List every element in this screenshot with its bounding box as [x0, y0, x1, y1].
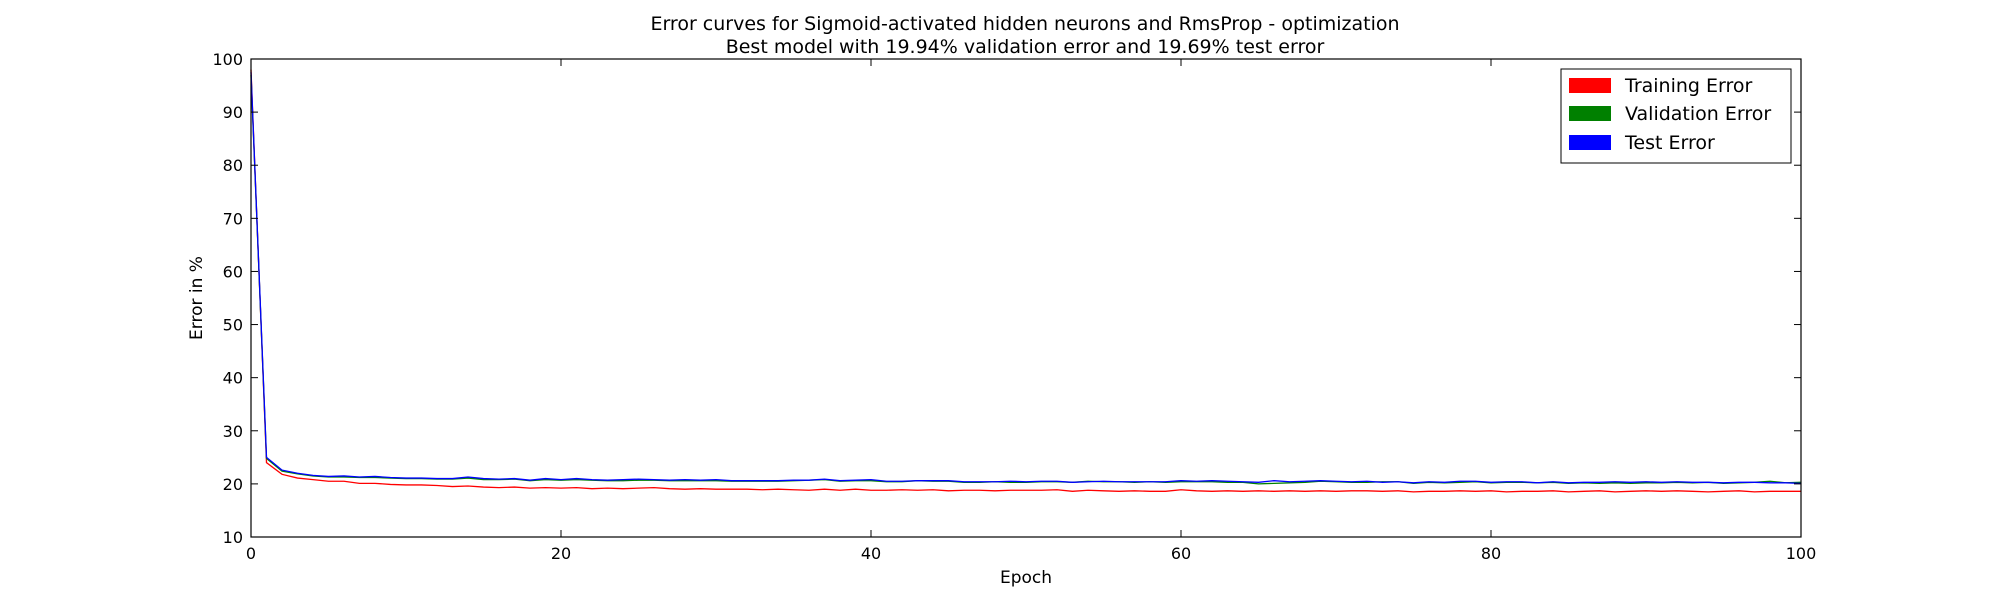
- y-tick-label: 90: [223, 103, 243, 122]
- legend-label-validation-error: Validation Error: [1625, 103, 1771, 125]
- plot-area-frame: [250, 58, 1802, 538]
- y-tick-label: 50: [223, 316, 243, 335]
- x-tick-label: 40: [861, 544, 881, 563]
- x-tick-label: 0: [246, 544, 256, 563]
- x-tick-label: 100: [1786, 544, 1817, 563]
- chart-title: Error curves for Sigmoid-activated hidde…: [650, 13, 1399, 35]
- legend: Training Error Validation Error Test Err…: [1560, 68, 1792, 164]
- legend-swatch-validation-error: [1569, 106, 1611, 121]
- series-layer: [250, 69, 1802, 493]
- axes-layer: 0 20 40 60 80 100 10 20 30 40 50 60 70 80 90 100: [212, 50, 1816, 563]
- y-tick-label: 70: [223, 209, 243, 228]
- y-tick-label: 80: [223, 156, 243, 175]
- x-tick-label: 20: [551, 544, 571, 563]
- y-tick-label: 40: [223, 369, 243, 388]
- y-tick-label: 10: [223, 528, 243, 547]
- legend-swatch-training-error: [1569, 78, 1611, 93]
- legend-label-training-error: Training Error: [1624, 75, 1753, 97]
- y-tick-label: 30: [223, 422, 243, 441]
- y-tick-label: 100: [212, 50, 243, 69]
- x-tick-label: 60: [1171, 544, 1191, 563]
- y-axis-label: Error in %: [187, 256, 207, 340]
- x-tick-label: 80: [1481, 544, 1501, 563]
- y-tick-label: 20: [223, 475, 243, 494]
- series-line-test-error: [250, 72, 1802, 485]
- series-line-training-error: [250, 69, 1801, 493]
- chart-subtitle: Best model with 19.94% validation error …: [726, 36, 1325, 58]
- y-tick-label: 60: [223, 262, 243, 281]
- legend-swatch-test-error: [1569, 135, 1611, 150]
- legend-label-test-error: Test Error: [1624, 132, 1715, 154]
- x-axis-label: Epoch: [1000, 568, 1052, 588]
